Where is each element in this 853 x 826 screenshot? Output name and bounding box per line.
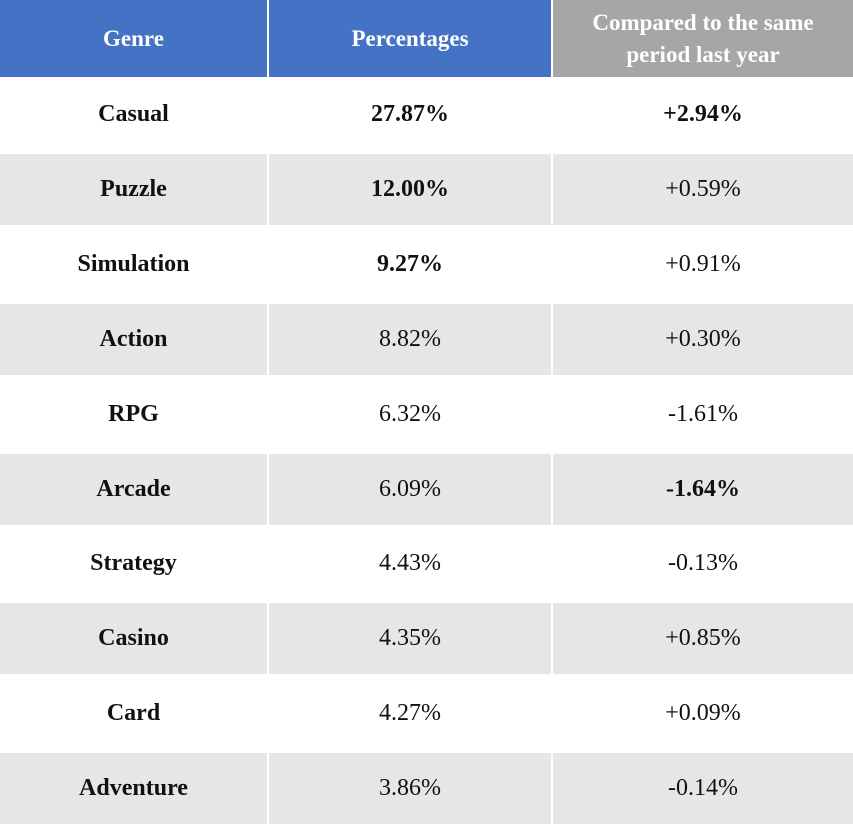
cell-percentage: 9.27% [377, 250, 443, 277]
cell-genre: Casino [0, 603, 267, 675]
cell-percentage: 4.43% [379, 550, 441, 577]
table-row: Arcade 6.09% -1.64% [0, 453, 853, 525]
table-row: Simulation 9.27% +0.91% [0, 227, 853, 302]
cell-change: +2.94% [663, 100, 743, 127]
cell-genre: Adventure [0, 753, 267, 825]
table-row: Casino 4.35% +0.85% [0, 603, 853, 675]
cell-change: +0.85% [553, 603, 853, 675]
cell-percentage: 3.86% [269, 753, 551, 825]
table-row: Adventure 3.86% -0.14% [0, 753, 853, 825]
cell-percentage: 6.09% [269, 453, 551, 525]
table-row: RPG 6.32% -1.61% [0, 377, 853, 452]
header-percentages: Percentages [269, 0, 551, 77]
table-row: Puzzle 12.00% +0.59% [0, 153, 853, 225]
table-row: Card 4.27% +0.09% [0, 676, 853, 751]
cell-genre: Card [106, 700, 161, 727]
cell-change: +0.91% [665, 250, 741, 277]
header-compared: Compared to the same period last year [553, 0, 853, 77]
cell-percentage: 8.82% [269, 303, 551, 375]
cell-change: -1.61% [668, 400, 738, 427]
cell-percentage: 6.32% [379, 400, 441, 427]
cell-change: -0.14% [553, 753, 853, 825]
cell-change: +0.59% [553, 153, 853, 225]
header-genre: Genre [0, 0, 267, 77]
table-row: Strategy 4.43% -0.13% [0, 526, 853, 601]
cell-genre: Puzzle [0, 153, 267, 225]
table-header: Genre Percentages Compared to the same p… [0, 0, 853, 77]
table-row: Casual 27.87% +2.94% [0, 77, 853, 152]
cell-genre: Casual [98, 100, 169, 127]
cell-percentage: 4.27% [379, 700, 441, 727]
cell-percentage: 12.00% [269, 153, 551, 225]
cell-genre: Strategy [90, 550, 177, 577]
cell-genre: Action [0, 303, 267, 375]
cell-genre: Arcade [0, 453, 267, 525]
cell-change: +0.09% [665, 700, 741, 727]
cell-percentage: 27.87% [371, 100, 449, 127]
cell-change: -0.13% [668, 550, 738, 577]
cell-change: -1.64% [553, 453, 853, 525]
cell-percentage: 4.35% [269, 603, 551, 675]
cell-genre: RPG [108, 400, 159, 427]
cell-change: +0.30% [553, 303, 853, 375]
table-row: Action 8.82% +0.30% [0, 303, 853, 375]
cell-genre: Simulation [77, 250, 190, 277]
